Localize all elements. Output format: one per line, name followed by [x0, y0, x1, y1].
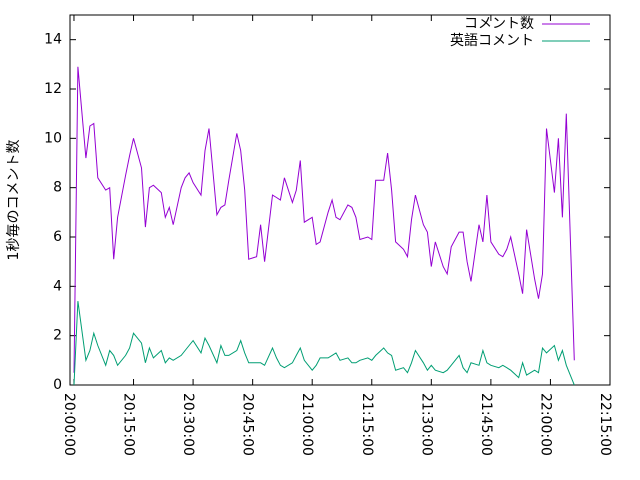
x-tick-label: 21:15:00 [359, 393, 375, 456]
x-tick-label: 22:00:00 [537, 393, 553, 456]
x-tick-label: 20:45:00 [240, 393, 256, 456]
series-line [73, 66, 575, 373]
y-tick-label: 4 [53, 278, 62, 294]
y-tick-label: 8 [53, 180, 62, 196]
y-tick-label: 10 [44, 130, 62, 146]
legend-label: コメント数 [464, 16, 534, 32]
y-tick-label: 0 [53, 377, 62, 393]
x-tick-label: 20:15:00 [121, 393, 137, 456]
y-tick-label: 6 [53, 229, 62, 245]
plot-frame [69, 14, 611, 386]
x-tick-label: 21:45:00 [478, 393, 494, 456]
x-tick-label: 20:30:00 [180, 393, 196, 456]
x-tick-label: 20:00:00 [61, 393, 77, 456]
x-tick-label: 22:15:00 [597, 393, 613, 456]
legend-label: 英語コメント [450, 32, 534, 49]
y-tick-label: 12 [44, 81, 62, 97]
x-tick-label: 21:00:00 [299, 393, 315, 456]
y-axis-label: 1秒毎のコメント数 [6, 140, 22, 261]
y-tick-label: 14 [44, 32, 62, 48]
y-tick-label: 2 [53, 328, 62, 344]
x-tick-label: 21:30:00 [418, 393, 434, 456]
series-line [73, 301, 575, 386]
